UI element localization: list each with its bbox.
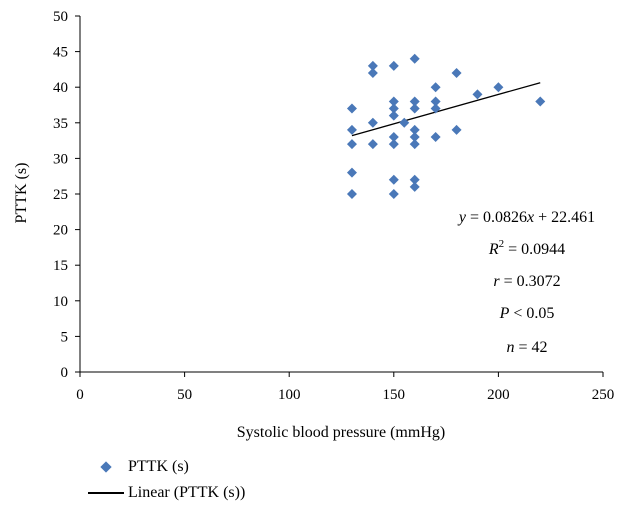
- data-point: [388, 96, 399, 107]
- x-tick-label: 150: [383, 387, 406, 403]
- data-point: [430, 96, 441, 107]
- legend-item-points: PTTK (s): [88, 454, 245, 480]
- diamond-marker-icon: [88, 461, 124, 473]
- legend-item-trendline: Linear (PTTK (s)): [88, 480, 245, 506]
- data-point: [388, 139, 399, 150]
- x-tick-label: 0: [76, 387, 84, 403]
- data-point: [367, 139, 378, 150]
- x-tick-label: 50: [177, 387, 192, 403]
- y-tick-label: 40: [53, 80, 68, 96]
- data-point: [493, 82, 504, 93]
- data-point: [388, 189, 399, 199]
- y-tick-label: 15: [53, 258, 68, 274]
- line-marker-icon: [88, 492, 124, 494]
- data-point: [451, 67, 462, 78]
- data-point: [367, 117, 378, 128]
- data-point: [346, 167, 357, 178]
- sample-size: n = 42: [506, 339, 547, 356]
- data-point: [388, 110, 399, 121]
- y-tick-label: 30: [53, 151, 68, 167]
- data-point: [409, 96, 420, 107]
- data-point: [346, 139, 357, 150]
- data-point: [346, 189, 357, 199]
- y-tick-label: 35: [53, 116, 68, 132]
- data-point: [430, 132, 441, 143]
- regression-equation: y = 0.0826x + 22.461: [457, 209, 595, 226]
- data-point: [346, 124, 357, 135]
- data-point: [388, 103, 399, 114]
- data-point: [409, 139, 420, 150]
- scatter-chart: 0 50 100 150 200 250 0 5 10 15 20 25 30 35 40 45 50 Syst…: [13, 9, 614, 441]
- data-point: [388, 132, 399, 143]
- y-tick-label: 0: [61, 365, 69, 381]
- y-tick-label: 10: [53, 294, 68, 310]
- data-point: [409, 53, 420, 64]
- trendline-group: [351, 82, 541, 137]
- legend-label-points: PTTK (s): [128, 458, 189, 475]
- p-value: P < 0.05: [499, 305, 555, 322]
- data-point: [409, 132, 420, 143]
- y-tick-label: 25: [53, 187, 68, 203]
- data-point: [535, 96, 546, 107]
- x-axis-title: Systolic blood pressure (mmHg): [237, 424, 445, 441]
- tick-labels: 0 50 100 150 200 250 0 5 10 15 20 25 30 35 40 45 50: [53, 9, 614, 403]
- data-point: [451, 124, 462, 135]
- data-point: [367, 60, 378, 71]
- y-axis-title: PTTK (s): [13, 163, 30, 224]
- data-point: [409, 174, 420, 185]
- trendline: [351, 82, 541, 137]
- data-point: [409, 103, 420, 114]
- y-tick-label: 5: [61, 329, 69, 345]
- data-point: [388, 60, 399, 71]
- legend: PTTK (s) Linear (PTTK (s)): [88, 454, 245, 506]
- data-point: [367, 67, 378, 78]
- data-points: [346, 53, 546, 199]
- data-point: [430, 82, 441, 93]
- x-tick-label: 200: [487, 387, 510, 403]
- y-tick-label: 20: [53, 223, 68, 239]
- data-point: [399, 117, 410, 128]
- data-point: [346, 103, 357, 114]
- regression-stats: y = 0.0826x + 22.461 R2 = 0.0944 r = 0.3…: [457, 209, 595, 356]
- correlation-r: r = 0.3072: [493, 273, 560, 290]
- data-point: [430, 103, 441, 114]
- data-point: [409, 124, 420, 135]
- data-point: [472, 89, 483, 100]
- legend-label-trendline: Linear (PTTK (s)): [128, 484, 246, 501]
- x-tick-label: 250: [592, 387, 615, 403]
- data-point: [388, 174, 399, 185]
- data-point: [409, 181, 420, 192]
- r-squared: R2 = 0.0944: [488, 238, 565, 258]
- x-tick-label: 100: [278, 387, 301, 403]
- y-tick-label: 45: [53, 45, 68, 61]
- y-tick-label: 50: [53, 9, 68, 25]
